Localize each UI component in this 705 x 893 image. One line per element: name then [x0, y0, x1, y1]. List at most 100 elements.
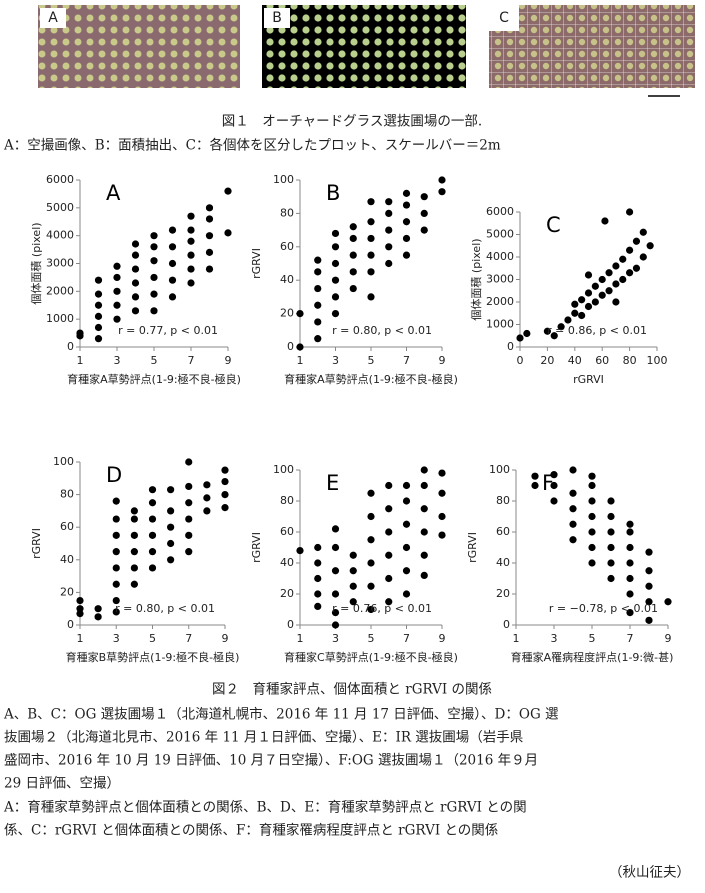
- y-tick-label: 60: [60, 520, 74, 533]
- point: [349, 268, 357, 276]
- point: [626, 574, 634, 583]
- point: [626, 590, 634, 598]
- point: [168, 226, 177, 234]
- y-tick-label: 20: [496, 587, 510, 600]
- point: [187, 251, 195, 259]
- x-tick-label: 1: [77, 632, 84, 645]
- y-tick-label: 100: [273, 463, 294, 476]
- caption: A：育種家草勢評点と個体面積との関係、B、D、E：育種家草勢評点と rGRVI …: [3, 799, 527, 816]
- point: [584, 289, 593, 297]
- point: [569, 489, 577, 497]
- point: [224, 187, 232, 195]
- point: [167, 523, 175, 531]
- point: [205, 248, 214, 256]
- plot-division-photo: [489, 5, 695, 88]
- x-tick-label: 3: [114, 354, 121, 367]
- point: [367, 293, 375, 301]
- point: [385, 259, 393, 268]
- point: [516, 334, 524, 342]
- point: [420, 528, 428, 536]
- point: [314, 559, 322, 567]
- point: [168, 243, 177, 251]
- point: [168, 276, 177, 284]
- point: [402, 234, 411, 243]
- y-tick-label: 0: [287, 618, 294, 631]
- y-axis-label: rGRVI: [466, 532, 479, 563]
- point: [438, 512, 446, 521]
- point: [584, 302, 593, 311]
- point: [331, 259, 340, 268]
- point: [349, 223, 357, 231]
- point: [607, 497, 615, 505]
- panel-label: B: [272, 10, 282, 26]
- point: [187, 279, 195, 287]
- point: [314, 335, 322, 343]
- point: [438, 489, 446, 497]
- point: [578, 296, 586, 304]
- point: [420, 466, 428, 474]
- point: [221, 504, 229, 512]
- y-tick-label: 60: [280, 525, 294, 538]
- caption: A：空撮画像、B：面積抽出、C：各個体を区分したプロット、スケールバー＝2m: [3, 137, 501, 154]
- y-tick-label: 6000: [486, 205, 514, 218]
- point: [385, 551, 393, 559]
- x-tick-label: 9: [665, 632, 672, 645]
- point: [569, 536, 577, 544]
- point: [130, 564, 138, 572]
- label-box: [40, 8, 66, 28]
- annotation: r = 0.80, p < 0.01: [332, 324, 432, 337]
- x-tick-label: 1: [77, 354, 84, 367]
- point: [420, 571, 428, 580]
- point: [205, 215, 214, 223]
- y-tick-label: 60: [496, 525, 510, 538]
- x-tick-label: 1: [297, 632, 304, 645]
- point: [331, 543, 340, 552]
- point: [314, 590, 322, 598]
- point: [314, 268, 322, 276]
- point: [607, 512, 615, 521]
- point: [588, 528, 596, 536]
- chart-label: C: [546, 213, 561, 237]
- point: [367, 198, 375, 206]
- point: [367, 512, 375, 521]
- x-tick-label: 20: [540, 354, 554, 367]
- caption: 係、C：rGRVI と個体面積との関係、F：育種家罹病程度評点と rGRVI と…: [4, 822, 498, 839]
- point: [645, 582, 653, 590]
- point: [185, 482, 193, 491]
- annotation: r = 0.77, p < 0.01: [118, 324, 218, 337]
- x-axis-label: 育種家C草勢評点(1-9:極不良-極良): [284, 650, 458, 664]
- point: [203, 494, 211, 502]
- point: [113, 287, 121, 295]
- point: [385, 243, 393, 251]
- point: [402, 218, 411, 226]
- chart-label: E: [326, 471, 339, 495]
- point: [349, 598, 357, 606]
- point: [94, 613, 102, 621]
- point: [131, 240, 140, 248]
- chart-label: D: [106, 463, 122, 487]
- label-box: [491, 8, 517, 28]
- point: [349, 551, 357, 559]
- point: [588, 472, 596, 480]
- point: [619, 255, 627, 263]
- point: [564, 316, 572, 324]
- point: [402, 189, 411, 197]
- point: [112, 608, 120, 616]
- x-tick-label: 9: [439, 632, 446, 645]
- x-tick-label: 7: [185, 632, 192, 645]
- panel-label: A: [48, 10, 58, 26]
- point: [113, 262, 121, 270]
- point: [367, 268, 375, 276]
- point: [438, 469, 446, 477]
- x-tick-label: 5: [368, 354, 375, 367]
- point: [167, 556, 175, 564]
- y-tick-label: 0: [503, 618, 510, 631]
- point: [578, 311, 586, 320]
- point: [550, 481, 558, 490]
- point: [349, 567, 357, 575]
- point: [76, 596, 84, 605]
- x-tick-label: 100: [647, 354, 668, 367]
- point: [385, 574, 393, 583]
- point: [331, 567, 340, 575]
- y-tick-label: 20: [280, 307, 294, 320]
